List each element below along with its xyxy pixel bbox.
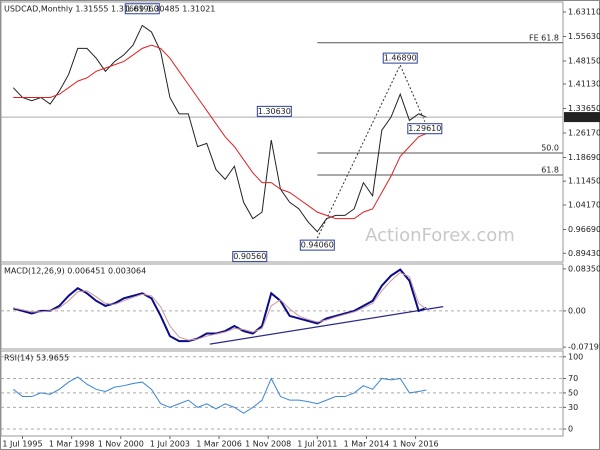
annotation-box: [407, 123, 443, 135]
level-label: FE 61.8: [529, 33, 559, 42]
y-tick-label: 1.41130: [568, 79, 600, 88]
panel-title: RSI(14) 53.9655: [4, 354, 69, 363]
y-tick-label: 1.55630: [568, 32, 600, 41]
annotation-label: 1.61960: [126, 4, 159, 13]
projection-line: [316, 63, 426, 239]
annotation-label: 1.46890: [384, 54, 417, 63]
panel: [0, 350, 564, 437]
x-tick-label: 1 Mar 1998: [49, 440, 95, 449]
annotation-label: 0.90560: [233, 252, 266, 261]
y-tick-label: 0.96690: [568, 225, 600, 234]
x-tick-label: 1 Jul 1995: [2, 440, 42, 449]
annotation-box: [124, 3, 160, 15]
watermark: ActionForex.com: [365, 225, 515, 246]
y-tick-label: 70: [568, 374, 578, 383]
series-line: [12, 24, 427, 233]
x-tick-label: 1 Jul 2011: [297, 440, 337, 449]
y-tick-label: 1.33650: [568, 104, 600, 113]
y-tick-label: -0.07195: [568, 343, 600, 352]
x-tick-label: 1 Mar 2014: [344, 440, 390, 449]
trend-line: [209, 306, 444, 345]
panel-title: MACD(12,26,9) 0.006451 0.003064: [4, 267, 146, 276]
annotation-label: 1.29610: [408, 124, 441, 133]
level-label: 61.8: [541, 166, 559, 175]
annotation-label: 1.30630: [258, 107, 291, 116]
last-price-label: 1.31021: [567, 113, 600, 122]
y-tick-label: 1.18690: [568, 153, 600, 162]
panel: [0, 1, 564, 263]
annotation-box: [299, 239, 335, 251]
y-tick-label: 100: [568, 352, 583, 361]
y-tick-label: 0.89430: [568, 249, 600, 258]
series-line: [12, 376, 427, 414]
panel-title: USDCAD,Monthly 1.31555 1.31689 1.30485 1…: [4, 5, 215, 14]
annotation-box: [382, 52, 418, 64]
y-tick-label: 0.083505: [568, 264, 600, 273]
y-tick-label: 1.04170: [568, 201, 600, 210]
y-tick-label: 0.00: [568, 306, 586, 315]
y-tick-label: 50: [568, 388, 578, 397]
x-tick-label: 1 Jul 2003: [150, 440, 190, 449]
x-tick-label: 1 Mar 2006: [196, 440, 242, 449]
level-label: 50.0: [541, 143, 559, 152]
series-line: [13, 44, 427, 220]
y-tick-label: 1.26170: [568, 128, 600, 137]
panel: [0, 263, 564, 350]
x-tick-label: 1 Nov 2016: [393, 440, 439, 449]
annotation-box: [232, 251, 268, 263]
y-tick-label: 30: [568, 403, 578, 412]
annotation-label: 0.94060: [301, 241, 334, 250]
x-tick-label: 1 Nov 2000: [98, 440, 144, 449]
x-tick-label: 1 Nov 2008: [245, 440, 291, 449]
series-line: [13, 272, 427, 341]
y-tick-label: 0: [568, 425, 573, 434]
y-tick-label: 1.11450: [568, 177, 600, 186]
annotation-box: [256, 105, 292, 117]
last-price-tag: [564, 112, 600, 123]
y-tick-label: 1.63110: [568, 7, 600, 16]
y-tick-label: 1.48150: [568, 56, 600, 65]
